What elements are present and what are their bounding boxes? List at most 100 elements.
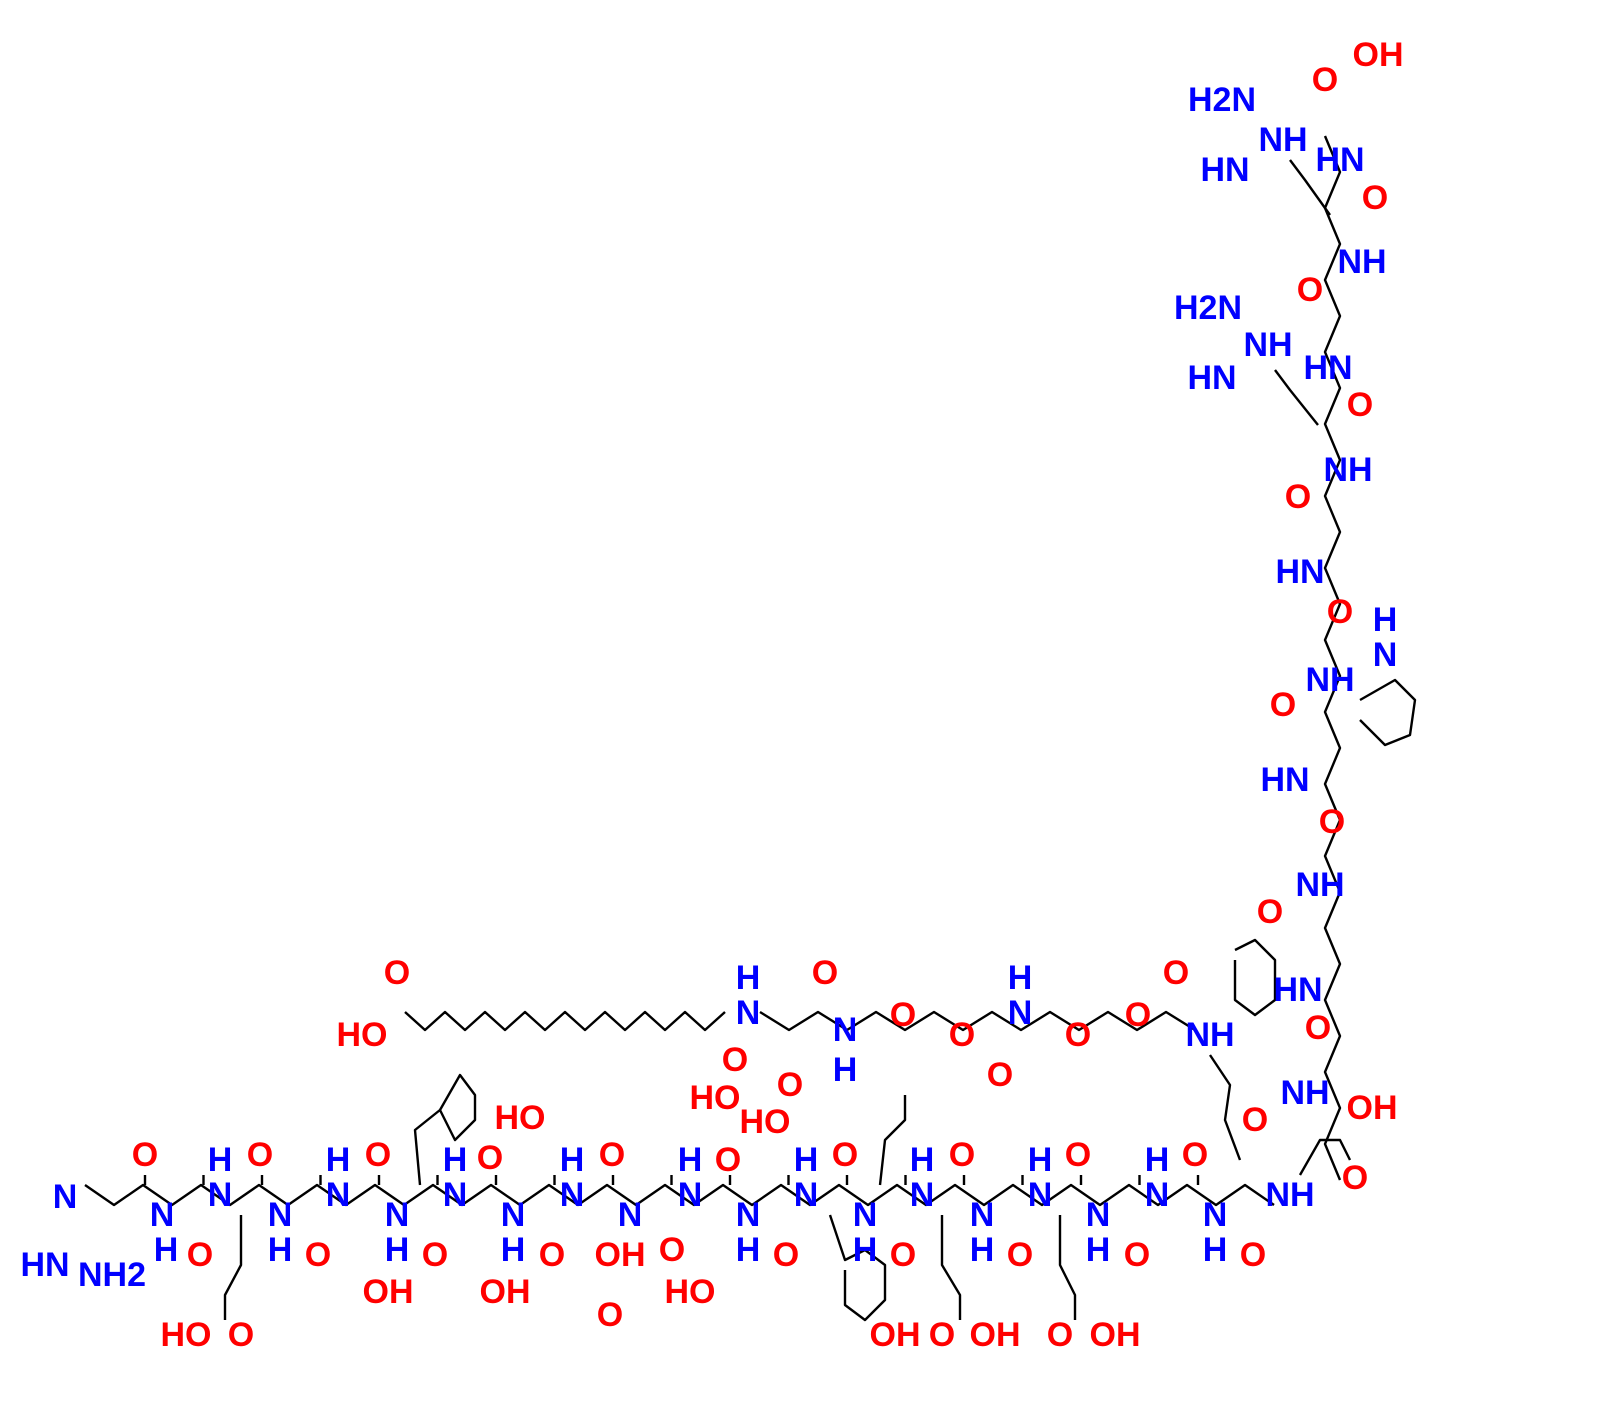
- nitrogen-label: NH: [1185, 1016, 1234, 1054]
- oxygen-label: O: [597, 1296, 623, 1334]
- oxygen-label: O: [247, 1136, 273, 1174]
- oxygen-label: OH: [1090, 1316, 1141, 1354]
- nitrogen-label: H: [1028, 1141, 1053, 1179]
- nitrogen-label: N: [853, 1196, 878, 1234]
- oxygen-label: O: [777, 1066, 803, 1104]
- oxygen-label: O: [1065, 1136, 1091, 1174]
- nitrogen-label: N: [268, 1196, 293, 1234]
- oxygen-label: O: [1342, 1159, 1368, 1197]
- oxygen-label: O: [773, 1236, 799, 1274]
- oxygen-label: O: [1163, 954, 1189, 992]
- nitrogen-label: H: [794, 1141, 819, 1179]
- oxygen-label: O: [365, 1136, 391, 1174]
- nitrogen-label: NH: [1305, 661, 1354, 699]
- nitrogen-label: HN: [1200, 151, 1249, 189]
- nitrogen-label: N: [443, 1176, 468, 1214]
- nitrogen-label: N: [736, 1196, 761, 1234]
- oxygen-label: O: [812, 954, 838, 992]
- bond: [1359, 678, 1417, 747]
- oxygen-label: O: [929, 1316, 955, 1354]
- oxygen-label: O: [1125, 996, 1151, 1034]
- nitrogen-label: H: [833, 1051, 858, 1089]
- nitrogen-label: N: [1145, 1176, 1170, 1214]
- bond: [1298, 1138, 1352, 1176]
- bond: [1233, 938, 1277, 1017]
- oxygen-label: HO: [665, 1273, 716, 1311]
- nitrogen-label: N: [618, 1196, 643, 1234]
- oxygen-label: O: [1347, 386, 1373, 424]
- oxygen-label: O: [890, 996, 916, 1034]
- oxygen-label: OH: [1353, 36, 1404, 74]
- bond: [1058, 1215, 1077, 1320]
- nitrogen-label: H: [1373, 601, 1398, 639]
- oxygen-label: HO: [495, 1099, 546, 1137]
- bond: [1289, 159, 1331, 216]
- nitrogen-label: NH: [1280, 1074, 1329, 1112]
- nitrogen-label: N: [560, 1176, 585, 1214]
- oxygen-label: O: [1065, 1016, 1091, 1054]
- oxygen-label: O: [422, 1236, 448, 1274]
- nitrogen-label: N: [150, 1196, 175, 1234]
- nitrogen-label: N: [736, 994, 761, 1032]
- nitrogen-label: N: [794, 1176, 819, 1214]
- nitrogen-label: N: [385, 1196, 410, 1234]
- nitrogen-label: NH: [1337, 243, 1386, 281]
- nitrogen-label: N: [1086, 1196, 1111, 1234]
- nitrogen-label: HN: [20, 1246, 69, 1284]
- bond: [759, 1010, 1196, 1032]
- oxygen-label: O: [715, 1141, 741, 1179]
- nitrogen-label: H: [1145, 1141, 1170, 1179]
- oxygen-label: O: [987, 1056, 1013, 1094]
- nitrogen-label: N: [1203, 1196, 1228, 1234]
- nitrogen-label: H: [443, 1141, 468, 1179]
- nitrogen-label: N: [678, 1176, 703, 1214]
- oxygen-label: O: [659, 1231, 685, 1269]
- nitrogen-label: NH2: [78, 1256, 146, 1294]
- bond: [404, 1010, 726, 1032]
- nitrogen-label: NH: [1265, 1176, 1314, 1214]
- nitrogen-label: N: [1008, 994, 1033, 1032]
- nitrogen-label: HN: [1260, 761, 1309, 799]
- oxygen-label: O: [1124, 1236, 1150, 1274]
- oxygen-label: O: [1242, 1101, 1268, 1139]
- nitrogen-label: HN: [1187, 359, 1236, 397]
- nitrogen-label: H: [736, 959, 761, 997]
- nitrogen-label: H: [1203, 1231, 1228, 1269]
- oxygen-label: O: [477, 1139, 503, 1177]
- nitrogen-label: N: [326, 1176, 351, 1214]
- oxygen-label: O: [539, 1236, 565, 1274]
- oxygen-label: O: [722, 1041, 748, 1079]
- oxygen-label: O: [949, 1136, 975, 1174]
- nitrogen-label: HN: [1273, 971, 1322, 1009]
- oxygen-label: O: [1257, 893, 1283, 931]
- bond: [828, 1214, 887, 1322]
- bond: [878, 1095, 907, 1186]
- nitrogen-label: H: [853, 1231, 878, 1269]
- oxygen-label: O: [187, 1236, 213, 1274]
- nitrogen-label: NH: [1295, 866, 1344, 904]
- nitrogen-label: H2N: [1188, 81, 1256, 119]
- nitrogen-label: H: [678, 1141, 703, 1179]
- nitrogen-label: NH: [1323, 451, 1372, 489]
- oxygen-label: O: [1305, 1009, 1331, 1047]
- nitrogen-label: H: [326, 1141, 351, 1179]
- oxygen-label: O: [1270, 686, 1296, 724]
- nitrogen-label: HN: [1315, 141, 1364, 179]
- bond: [223, 1215, 243, 1320]
- nitrogen-label: H2N: [1174, 289, 1242, 327]
- nitrogen-label: N: [910, 1176, 935, 1214]
- nitrogen-label: N: [53, 1178, 78, 1216]
- bond: [84, 1183, 1275, 1207]
- oxygen-label: O: [1362, 179, 1388, 217]
- oxygen-label: OH: [870, 1316, 921, 1354]
- bond: [1323, 135, 1342, 1181]
- nitrogen-label: HN: [1303, 349, 1352, 387]
- nitrogen-label: H: [736, 1231, 761, 1269]
- oxygen-label: HO: [161, 1316, 212, 1354]
- oxygen-label: OH: [970, 1316, 1021, 1354]
- bonds: [84, 135, 1417, 1322]
- oxygen-label: O: [1182, 1136, 1208, 1174]
- nitrogen-label: H: [385, 1231, 410, 1269]
